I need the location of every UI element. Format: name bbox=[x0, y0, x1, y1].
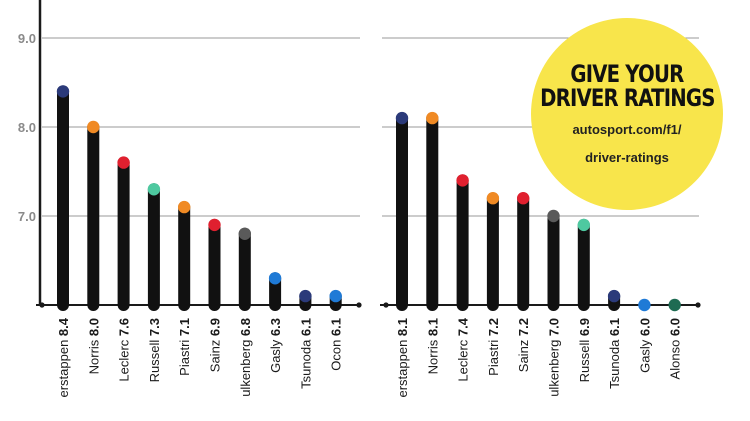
driver-rating: 8.1 bbox=[395, 318, 410, 336]
label-verstappen: erstappen 8.1 bbox=[395, 318, 410, 398]
driver-name: Piastri bbox=[177, 336, 192, 376]
driver-rating: 7.2 bbox=[516, 318, 531, 336]
marker-piastri bbox=[486, 192, 500, 205]
driver-rating: 6.8 bbox=[238, 318, 253, 336]
marker-hulkenberg bbox=[238, 227, 251, 240]
chart-panel-1: 7.0 8.0 9.0 erstappen 8.4 Norris 8.0 Leclerc … bbox=[18, 0, 362, 398]
driver-rating: 7.1 bbox=[177, 318, 192, 336]
driver-name: Leclerc bbox=[117, 336, 132, 382]
driver-name: Alonso bbox=[668, 336, 683, 379]
marker-russell bbox=[147, 183, 161, 196]
driver-name: Ocon bbox=[329, 336, 344, 371]
driver-name: Tsunoda bbox=[298, 336, 313, 389]
promo-url-line1: autosport.com/f1/ bbox=[572, 122, 682, 137]
label-tsunoda: Tsunoda 6.1 bbox=[298, 318, 313, 389]
label-russell: Russell 7.3 bbox=[147, 318, 162, 382]
driver-rating: 6.1 bbox=[298, 318, 313, 336]
driver-name: Norris bbox=[425, 336, 440, 374]
marker-tsunoda bbox=[607, 289, 621, 303]
marker-sainz bbox=[517, 192, 530, 205]
marker-ocon bbox=[329, 289, 342, 303]
driver-name: Sainz bbox=[208, 336, 223, 372]
driver-rating: 7.4 bbox=[456, 317, 471, 336]
marker-verstappen bbox=[56, 85, 70, 98]
driver-name: Russell bbox=[147, 336, 162, 382]
label-verstappen: erstappen 8.4 bbox=[56, 317, 71, 397]
driver-rating: 6.9 bbox=[208, 318, 223, 336]
driver-name: Tsunoda bbox=[607, 336, 622, 389]
label-piastri: Piastri 7.1 bbox=[177, 318, 192, 376]
driver-name: Russell bbox=[577, 336, 592, 382]
label-sainz: Sainz 7.2 bbox=[516, 318, 531, 372]
driver-name: erstappen bbox=[395, 336, 410, 397]
driver-name: Gasly bbox=[268, 336, 283, 373]
label-tsunoda: Tsunoda 6.1 bbox=[607, 318, 622, 389]
marker-leclerc bbox=[117, 156, 130, 169]
driver-rating: 6.0 bbox=[637, 318, 652, 336]
marker-russell bbox=[577, 218, 590, 232]
driver-rating: 6.1 bbox=[607, 318, 622, 336]
driver-rating: 8.0 bbox=[86, 318, 101, 336]
driver-name: Sainz bbox=[516, 336, 531, 372]
marker-norris bbox=[87, 120, 100, 134]
marker-piastri bbox=[178, 200, 191, 214]
label-hulkenberg: ulkenberg 7.0 bbox=[547, 318, 562, 397]
y-tick-label: 9.0 bbox=[18, 31, 36, 46]
label-norris: Norris 8.1 bbox=[425, 318, 440, 374]
promo-url-line2: driver-ratings bbox=[585, 150, 669, 165]
driver-rating: 6.1 bbox=[329, 318, 344, 336]
marker-alonso bbox=[668, 298, 681, 312]
label-gasly: Gasly 6.3 bbox=[268, 318, 283, 373]
label-gasly: Gasly 6.0 bbox=[637, 318, 652, 373]
label-piastri: Piastri 7.2 bbox=[486, 318, 501, 376]
label-russell: Russell 6.9 bbox=[577, 318, 592, 382]
marker-hulkenberg bbox=[547, 209, 560, 223]
marker-gasly bbox=[638, 298, 651, 312]
driver-rating: 7.3 bbox=[147, 318, 162, 336]
driver-name: ulkenberg bbox=[238, 336, 253, 397]
label-norris: Norris 8.0 bbox=[86, 318, 101, 374]
driver-name: erstappen bbox=[56, 336, 71, 397]
driver-rating: 8.1 bbox=[425, 318, 440, 336]
label-sainz: Sainz 6.9 bbox=[208, 318, 223, 372]
driver-rating: 8.4 bbox=[56, 317, 71, 336]
label-hulkenberg: ulkenberg 6.8 bbox=[238, 318, 253, 397]
promo-title-line1: GIVE YOUR bbox=[570, 60, 684, 88]
promo-badge: GIVE YOUR DRIVER RATINGS autosport.com/f… bbox=[531, 18, 723, 210]
baseline-end-dot bbox=[383, 302, 389, 308]
label-ocon: Ocon 6.1 bbox=[329, 318, 344, 371]
y-tick-label: 8.0 bbox=[18, 120, 36, 135]
driver-name: Piastri bbox=[486, 336, 501, 376]
driver-rating: 6.0 bbox=[668, 318, 683, 336]
promo-title-line2: DRIVER RATINGS bbox=[539, 84, 715, 112]
label-leclerc: Leclerc 7.6 bbox=[117, 318, 132, 382]
driver-rating: 6.9 bbox=[577, 318, 592, 336]
marker-leclerc bbox=[456, 174, 469, 187]
marker-tsunoda bbox=[299, 289, 312, 303]
y-tick-label: 7.0 bbox=[18, 209, 36, 224]
baseline-end-dot bbox=[695, 302, 701, 308]
marker-sainz bbox=[208, 218, 221, 232]
driver-rating: 7.0 bbox=[547, 318, 562, 336]
baseline-end-dot bbox=[39, 302, 45, 308]
label-leclerc: Leclerc 7.4 bbox=[456, 317, 471, 381]
driver-name: Norris bbox=[86, 336, 101, 374]
driver-name: ulkenberg bbox=[547, 336, 562, 397]
marker-gasly bbox=[268, 272, 282, 285]
driver-rating: 7.2 bbox=[486, 318, 501, 336]
marker-verstappen bbox=[395, 111, 409, 125]
marker-norris bbox=[426, 111, 439, 125]
baseline-end-dot bbox=[356, 302, 362, 308]
label-alonso: Alonso 6.0 bbox=[668, 318, 683, 379]
driver-rating: 6.3 bbox=[268, 318, 283, 336]
driver-name: Leclerc bbox=[456, 336, 471, 382]
driver-name: Gasly bbox=[637, 336, 652, 373]
driver-rating: 7.6 bbox=[117, 318, 132, 336]
